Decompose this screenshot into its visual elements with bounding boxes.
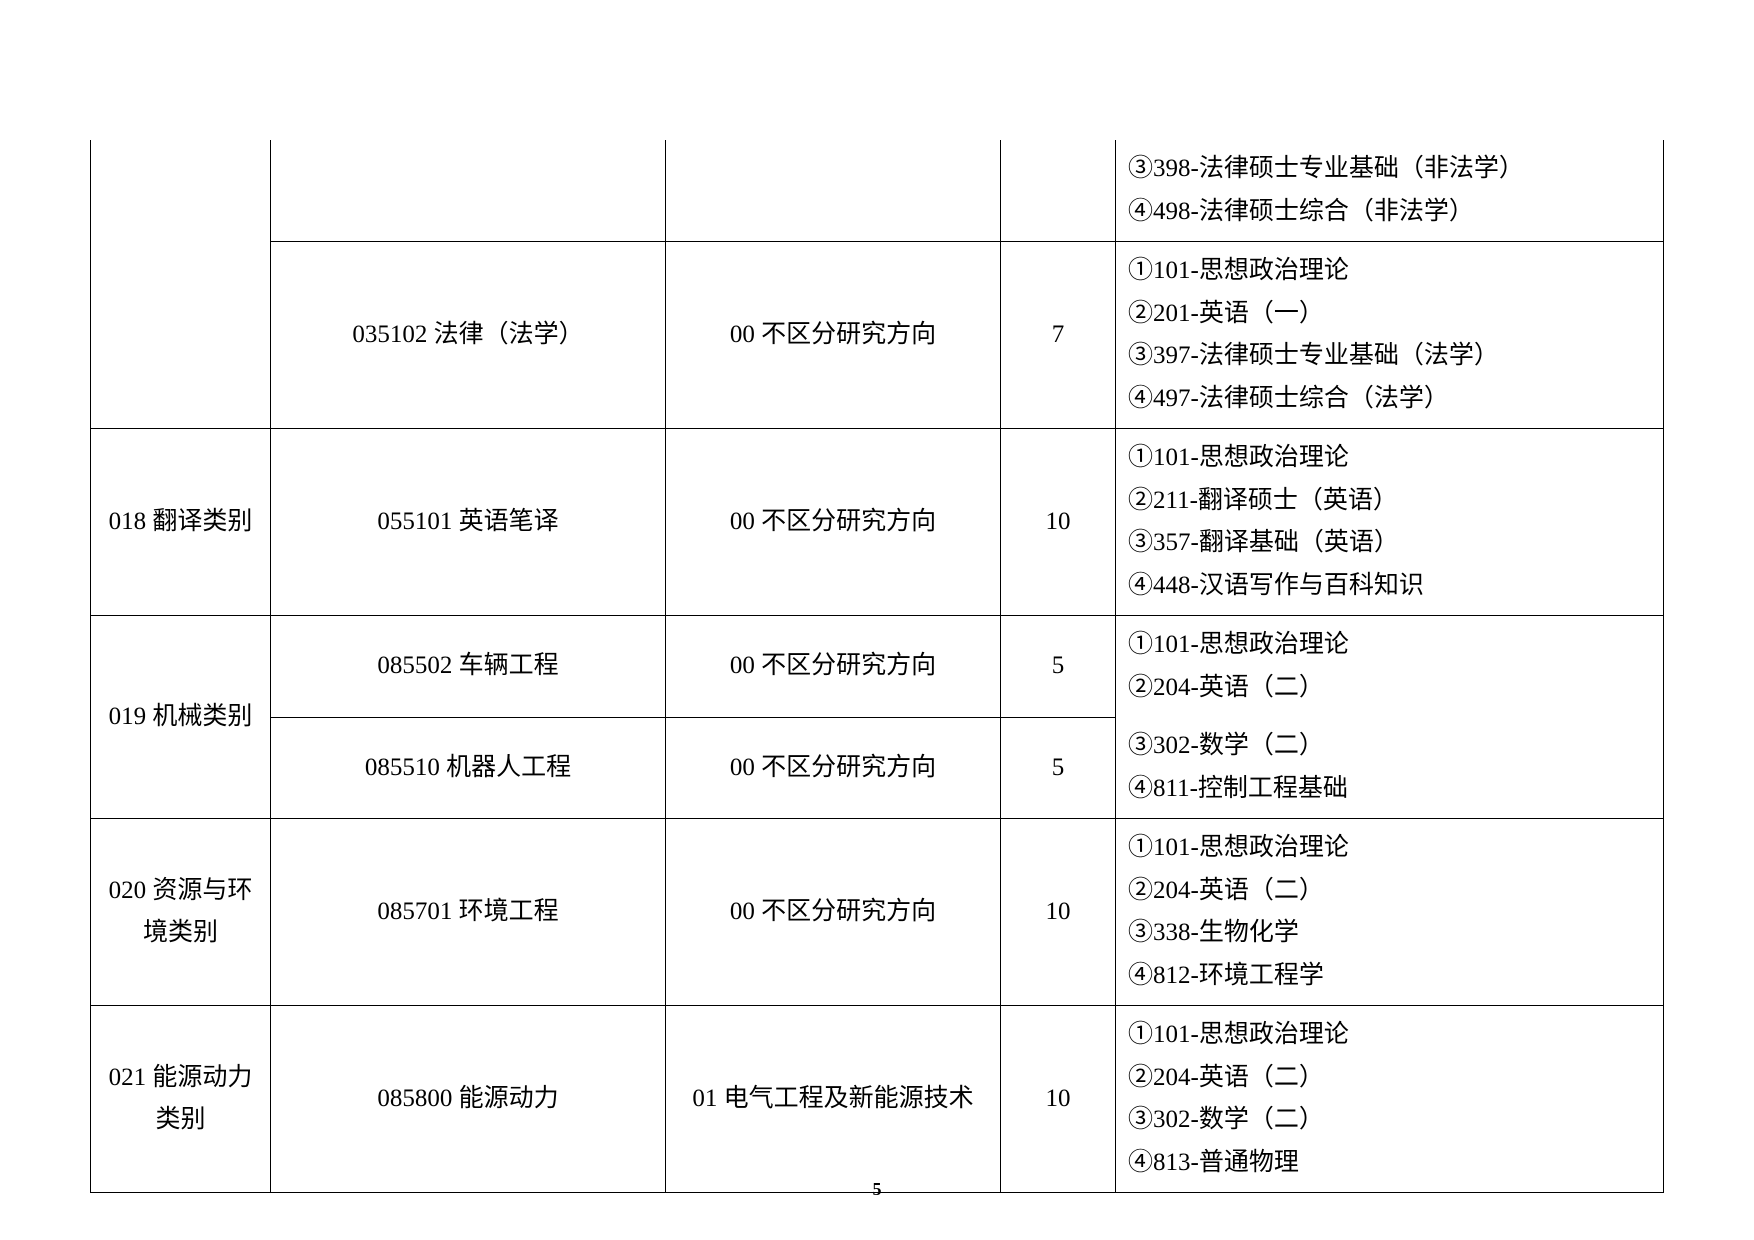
dept-cell: 020 资源与环境类别 bbox=[91, 819, 271, 1006]
number-cell: 10 bbox=[1001, 429, 1116, 616]
number-cell: 5 bbox=[1001, 616, 1116, 718]
major-cell: 055101 英语笔译 bbox=[271, 429, 666, 616]
major-cell: 085502 车辆工程 bbox=[271, 616, 666, 718]
dept-cell bbox=[91, 242, 271, 429]
number-cell: 7 bbox=[1001, 242, 1116, 429]
page-number: 5 bbox=[0, 1179, 1754, 1200]
major-cell: 085510 机器人工程 bbox=[271, 717, 666, 819]
table-row: 018 翻译类别055101 英语笔译00 不区分研究方向10①101-思想政治… bbox=[91, 429, 1664, 616]
table-row: 019 机械类别085502 车辆工程00 不区分研究方向5①101-思想政治理… bbox=[91, 616, 1664, 718]
direction-cell: 00 不区分研究方向 bbox=[666, 429, 1001, 616]
direction-cell bbox=[666, 140, 1001, 242]
dept-cell: 019 机械类别 bbox=[91, 616, 271, 819]
number-cell: 10 bbox=[1001, 819, 1116, 1006]
subjects-cell: ③302-数学（二）④811-控制工程基础 bbox=[1116, 717, 1664, 819]
direction-cell: 00 不区分研究方向 bbox=[666, 242, 1001, 429]
subjects-cell: ③398-法律硕士专业基础（非法学）④498-法律硕士综合（非法学） bbox=[1116, 140, 1664, 242]
table-row: 035102 法律（法学）00 不区分研究方向7①101-思想政治理论②201-… bbox=[91, 242, 1664, 429]
number-cell: 10 bbox=[1001, 1006, 1116, 1193]
major-cell: 035102 法律（法学） bbox=[271, 242, 666, 429]
number-cell: 5 bbox=[1001, 717, 1116, 819]
major-cell: 085800 能源动力 bbox=[271, 1006, 666, 1193]
dept-cell: 018 翻译类别 bbox=[91, 429, 271, 616]
major-cell: 085701 环境工程 bbox=[271, 819, 666, 1006]
subjects-cell: ①101-思想政治理论②211-翻译硕士（英语）③357-翻译基础（英语）④44… bbox=[1116, 429, 1664, 616]
subjects-cell: ①101-思想政治理论②201-英语（一）③397-法律硕士专业基础（法学）④4… bbox=[1116, 242, 1664, 429]
table-row: 020 资源与环境类别085701 环境工程00 不区分研究方向10①101-思… bbox=[91, 819, 1664, 1006]
table-row: ③398-法律硕士专业基础（非法学）④498-法律硕士综合（非法学） bbox=[91, 140, 1664, 242]
subjects-cell: ①101-思想政治理论②204-英语（二）③338-生物化学④812-环境工程学 bbox=[1116, 819, 1664, 1006]
direction-cell: 00 不区分研究方向 bbox=[666, 819, 1001, 1006]
subjects-cell: ①101-思想政治理论②204-英语（二） bbox=[1116, 616, 1664, 718]
direction-cell: 01 电气工程及新能源技术 bbox=[666, 1006, 1001, 1193]
dept-cell: 021 能源动力类别 bbox=[91, 1006, 271, 1193]
number-cell bbox=[1001, 140, 1116, 242]
direction-cell: 00 不区分研究方向 bbox=[666, 717, 1001, 819]
dept-cell bbox=[91, 140, 271, 242]
table-row: 021 能源动力类别085800 能源动力01 电气工程及新能源技术10①101… bbox=[91, 1006, 1664, 1193]
direction-cell: 00 不区分研究方向 bbox=[666, 616, 1001, 718]
catalog-table: ③398-法律硕士专业基础（非法学）④498-法律硕士综合（非法学）035102… bbox=[90, 140, 1664, 1193]
major-cell bbox=[271, 140, 666, 242]
subjects-cell: ①101-思想政治理论②204-英语（二）③302-数学（二）④813-普通物理 bbox=[1116, 1006, 1664, 1193]
table-row: 085510 机器人工程00 不区分研究方向5③302-数学（二）④811-控制… bbox=[91, 717, 1664, 819]
